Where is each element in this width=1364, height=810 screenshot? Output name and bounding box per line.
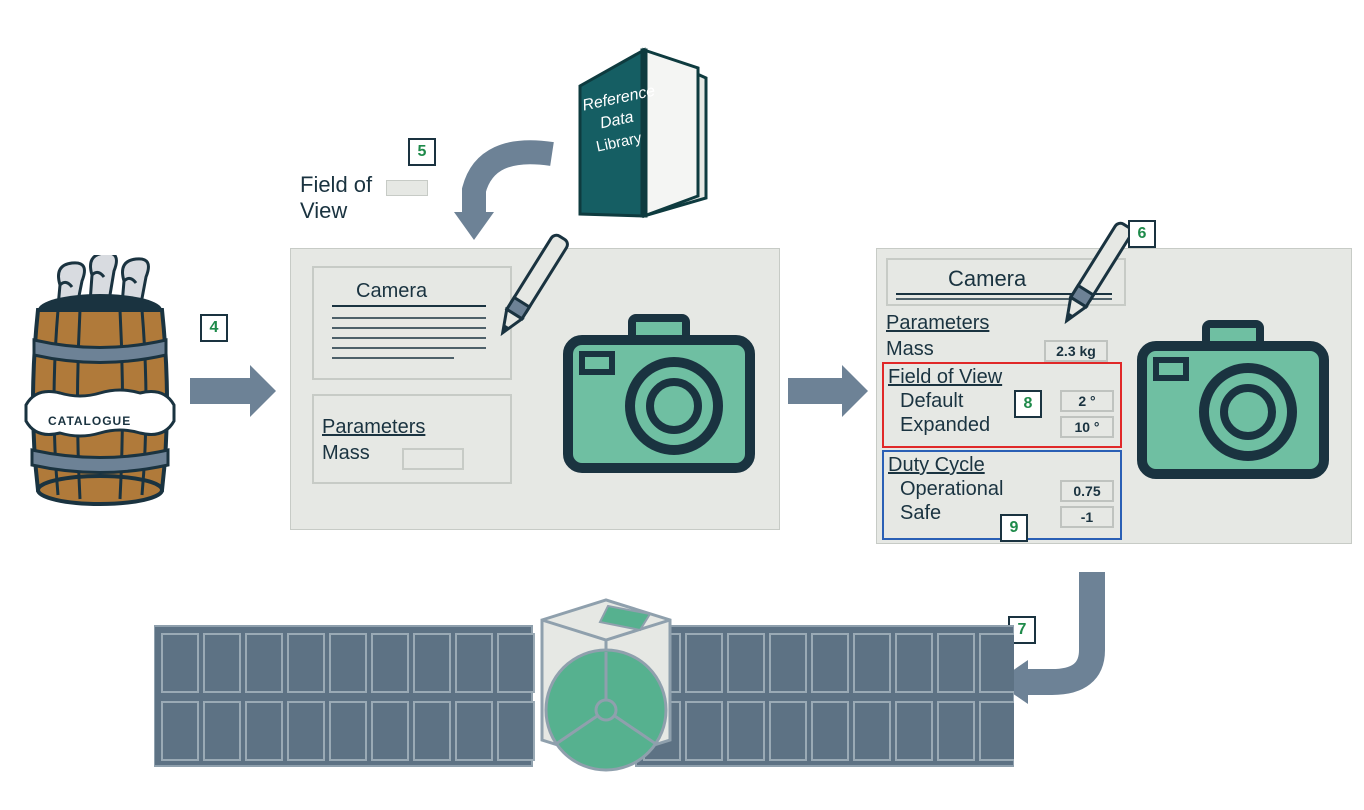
panel2-mass-label: Mass — [886, 338, 934, 361]
arrow-4-head — [250, 365, 276, 417]
panel1-lines — [324, 304, 494, 374]
panel2-fov-default-label: Default — [900, 390, 963, 413]
panel2-mass-value: 2.3 kg — [1044, 340, 1108, 362]
panel1-params-box — [312, 394, 512, 484]
panel1-params-label: Parameters — [322, 416, 425, 439]
panel2-duty-op-label: Operational — [900, 478, 1003, 501]
step-6-badge: 6 — [1128, 220, 1156, 248]
fov-tag-l2: View — [300, 198, 347, 224]
panel1-mass-label: Mass — [322, 442, 370, 465]
panel2-fov-expanded-label: Expanded — [900, 414, 990, 437]
panel2-params-label: Parameters — [886, 312, 989, 335]
arrow-mid — [788, 378, 842, 404]
panel1-mass-empty — [402, 448, 464, 470]
panel2-camera-icon — [1136, 320, 1336, 490]
arrow-4 — [190, 378, 250, 404]
panel2-camera-title: Camera — [948, 266, 1026, 292]
step-5-badge: 5 — [408, 138, 436, 166]
panel2-fov-default-value: 2 ° — [1060, 390, 1114, 412]
catalogue-barrel-icon — [20, 255, 180, 525]
panel2-fov-label: Field of View — [888, 366, 1002, 389]
step-9-badge: 9 — [1000, 514, 1028, 542]
fov-tag-l1: Field of — [300, 172, 372, 198]
panel2-fov-expanded-value: 10 ° — [1060, 416, 1114, 438]
fov-tag-chip — [386, 180, 428, 196]
catalogue-label: CATALOGUE — [48, 414, 131, 428]
panel2-duty-label: Duty Cycle — [888, 454, 985, 477]
panel1-camera-title: Camera — [356, 280, 427, 303]
satellite-icon — [154, 590, 1014, 810]
step-8-badge: 8 — [1014, 390, 1042, 418]
panel2-duty-op-value: 0.75 — [1060, 480, 1114, 502]
step-4-badge: 4 — [200, 314, 228, 342]
panel1-camera-icon — [562, 314, 762, 484]
panel2-duty-safe-label: Safe — [900, 502, 941, 525]
panel2-duty-safe-value: -1 — [1060, 506, 1114, 528]
arrow-mid-head — [842, 365, 868, 417]
